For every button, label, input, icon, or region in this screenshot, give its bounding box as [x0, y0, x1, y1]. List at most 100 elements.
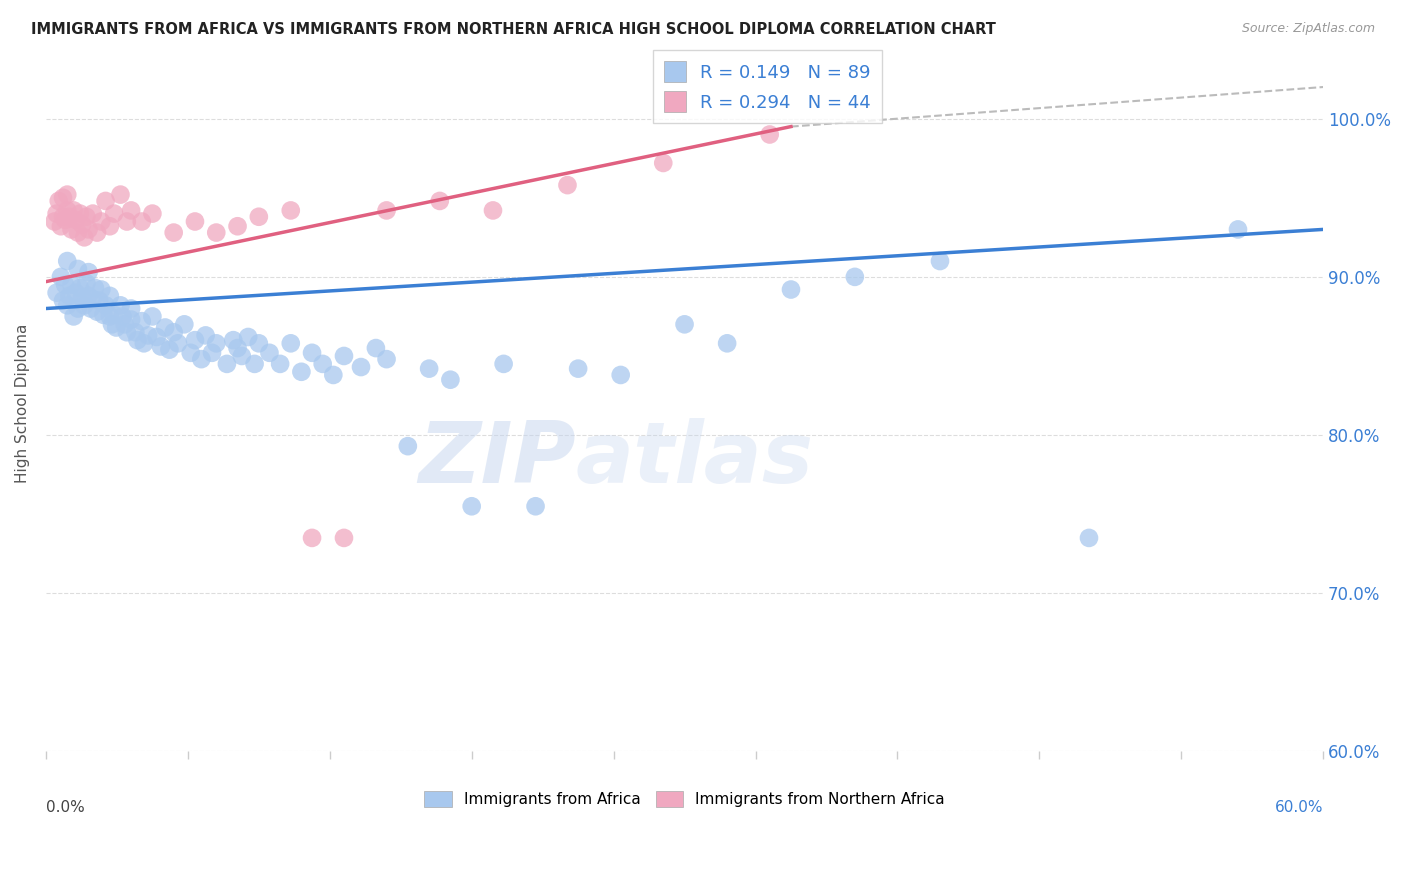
Point: [141, 206, 163, 220]
Point: [56, 187, 79, 202]
Point: [62, 310, 84, 324]
Point: [238, 330, 260, 344]
Point: [70, 290, 93, 304]
Point: [49, 219, 72, 234]
Point: [780, 283, 803, 297]
Point: [94, 194, 117, 208]
Point: [65, 285, 87, 300]
Point: [69, 206, 91, 220]
Point: [652, 156, 675, 170]
Point: [163, 325, 186, 339]
Point: [127, 333, 149, 347]
Point: [86, 226, 108, 240]
Point: [60, 222, 83, 236]
Point: [153, 320, 176, 334]
Point: [105, 320, 128, 334]
Point: [190, 352, 212, 367]
Point: [120, 301, 142, 316]
Point: [70, 218, 93, 232]
Point: [44, 214, 66, 228]
Point: [226, 341, 249, 355]
Point: [149, 339, 172, 353]
Point: [333, 531, 356, 545]
Point: [103, 308, 125, 322]
Point: [45, 285, 67, 300]
Point: [609, 368, 631, 382]
Point: [73, 298, 96, 312]
Point: [247, 210, 270, 224]
Point: [567, 361, 589, 376]
Point: [52, 293, 75, 308]
Point: [60, 277, 83, 292]
Point: [131, 314, 153, 328]
Point: [141, 310, 163, 324]
Point: [69, 281, 91, 295]
Point: [120, 312, 142, 326]
Point: [98, 310, 121, 324]
Y-axis label: High School Diploma: High School Diploma: [15, 324, 30, 483]
Point: [333, 349, 356, 363]
Point: [48, 194, 70, 208]
Point: [53, 277, 76, 292]
Point: [205, 226, 228, 240]
Point: [364, 341, 387, 355]
Point: [184, 214, 207, 228]
Point: [557, 178, 579, 193]
Point: [205, 336, 228, 351]
Point: [350, 359, 373, 374]
Point: [222, 333, 245, 347]
Point: [86, 304, 108, 318]
Point: [114, 318, 136, 332]
Point: [84, 281, 107, 295]
Point: [65, 213, 87, 227]
Point: [247, 336, 270, 351]
Point: [758, 128, 780, 142]
Point: [101, 318, 124, 332]
Point: [396, 439, 419, 453]
Point: [482, 203, 505, 218]
Point: [290, 365, 312, 379]
Point: [98, 289, 121, 303]
Point: [75, 276, 97, 290]
Point: [77, 222, 100, 236]
Point: [82, 206, 104, 220]
Point: [167, 336, 190, 351]
Point: [53, 213, 76, 227]
Point: [110, 187, 132, 202]
Point: [132, 336, 155, 351]
Point: [52, 191, 75, 205]
Point: [429, 194, 451, 208]
Point: [226, 219, 249, 234]
Point: [259, 346, 281, 360]
Point: [49, 269, 72, 284]
Point: [173, 318, 195, 332]
Point: [231, 349, 253, 363]
Point: [98, 219, 121, 234]
Point: [159, 343, 181, 357]
Point: [844, 269, 866, 284]
Text: atlas: atlas: [576, 417, 814, 500]
Point: [75, 210, 97, 224]
Point: [77, 289, 100, 303]
Point: [194, 328, 217, 343]
Point: [103, 206, 125, 220]
Point: [180, 346, 202, 360]
Point: [93, 308, 115, 322]
Point: [322, 368, 344, 382]
Point: [90, 283, 112, 297]
Point: [56, 203, 79, 218]
Point: [90, 214, 112, 228]
Text: 0.0%: 0.0%: [46, 800, 84, 815]
Point: [79, 301, 101, 316]
Point: [145, 330, 167, 344]
Point: [45, 206, 67, 220]
Point: [89, 293, 111, 308]
Point: [56, 298, 79, 312]
Point: [184, 333, 207, 347]
Point: [280, 203, 302, 218]
Point: [215, 357, 238, 371]
Text: Source: ZipAtlas.com: Source: ZipAtlas.com: [1241, 22, 1375, 36]
Point: [375, 203, 398, 218]
Point: [673, 318, 696, 332]
Text: ZIP: ZIP: [419, 417, 576, 500]
